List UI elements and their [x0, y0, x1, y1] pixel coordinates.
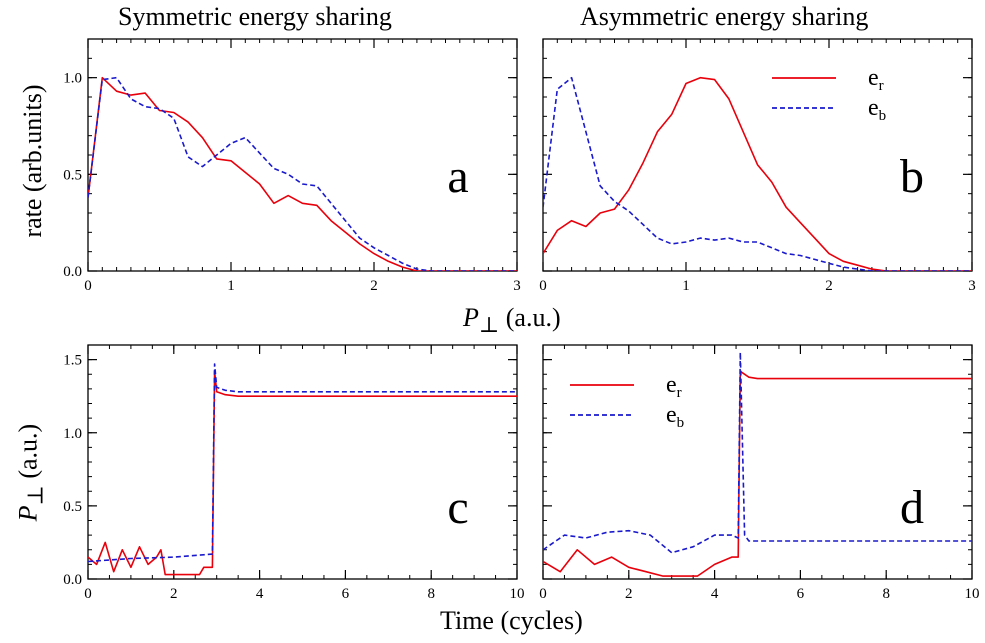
- x-tick-label: 2: [625, 586, 633, 602]
- x-tick-label: 0: [539, 586, 547, 602]
- series-line-red: [543, 370, 972, 577]
- x-axis-label-bottom: Time (cycles): [440, 606, 583, 635]
- x-tick-label: 0: [84, 278, 92, 294]
- x-tick-label: 0: [539, 278, 547, 294]
- panel-letter-b: b: [900, 150, 924, 203]
- legend-label: eb: [666, 402, 684, 431]
- plot-frame-d: [542, 344, 973, 580]
- panel-letter-a: a: [447, 150, 468, 203]
- y-tick-label: 1.0: [63, 426, 82, 442]
- series-line-blue: [88, 363, 517, 563]
- series-line-red: [543, 76, 972, 271]
- panel-letter-c: c: [447, 481, 468, 534]
- series-line-red: [88, 76, 517, 271]
- x-tick-label: 3: [968, 278, 976, 294]
- x-tick-label: 8: [882, 586, 890, 602]
- x-axis-label-top: P⊥ (a.u.): [463, 303, 561, 338]
- x-tick-label: 6: [342, 586, 350, 602]
- x-axis-unit: (a.u.): [505, 303, 561, 332]
- panel-a-title: Symmetric energy sharing: [118, 2, 392, 31]
- y-tick-label: 0.0: [63, 572, 82, 588]
- y-tick-label: 0.5: [63, 499, 82, 515]
- x-tick-label: 6: [797, 586, 805, 602]
- panel-b-title: Asymmetric energy sharing: [580, 2, 869, 31]
- x-tick-label: 4: [711, 586, 719, 602]
- series-line-red: [88, 370, 517, 576]
- x-tick-label: 0: [84, 586, 92, 602]
- x-tick-label: 10: [510, 586, 525, 602]
- plot-frame-c: [87, 344, 518, 580]
- x-axis-subscript: ⊥: [478, 313, 500, 338]
- x-tick-label: 1: [682, 278, 690, 294]
- y-tick-label: 1.0: [63, 71, 82, 87]
- x-tick-label: 2: [170, 586, 178, 602]
- x-tick-label: 2: [370, 278, 378, 294]
- x-tick-label: 10: [965, 586, 980, 602]
- x-tick-label: 2: [825, 278, 833, 294]
- x-tick-label: 4: [256, 586, 264, 602]
- series-line-blue: [543, 351, 972, 554]
- x-axis-symbol: P: [463, 303, 479, 332]
- legend-label: er: [666, 372, 682, 401]
- y-tick-label: 1.5: [63, 353, 82, 369]
- x-tick-label: 1: [227, 278, 235, 294]
- y-tick-label: 0.5: [63, 167, 82, 183]
- legend-label: eb: [868, 95, 886, 124]
- series-line-blue: [543, 76, 972, 271]
- x-tick-label: 3: [513, 278, 521, 294]
- legend-label: er: [868, 65, 884, 94]
- panel-a: 0 1 2 3 0.0 0.5 1.0 a: [63, 38, 521, 294]
- panel-c: 0 2 4 6 8 10 0.0 0.5 1.0 1.5 c: [63, 344, 525, 602]
- panel-letter-d: d: [900, 481, 924, 534]
- series-line-blue: [88, 76, 517, 271]
- x-tick-label: 8: [427, 586, 435, 602]
- y-tick-label: 0.0: [63, 264, 82, 280]
